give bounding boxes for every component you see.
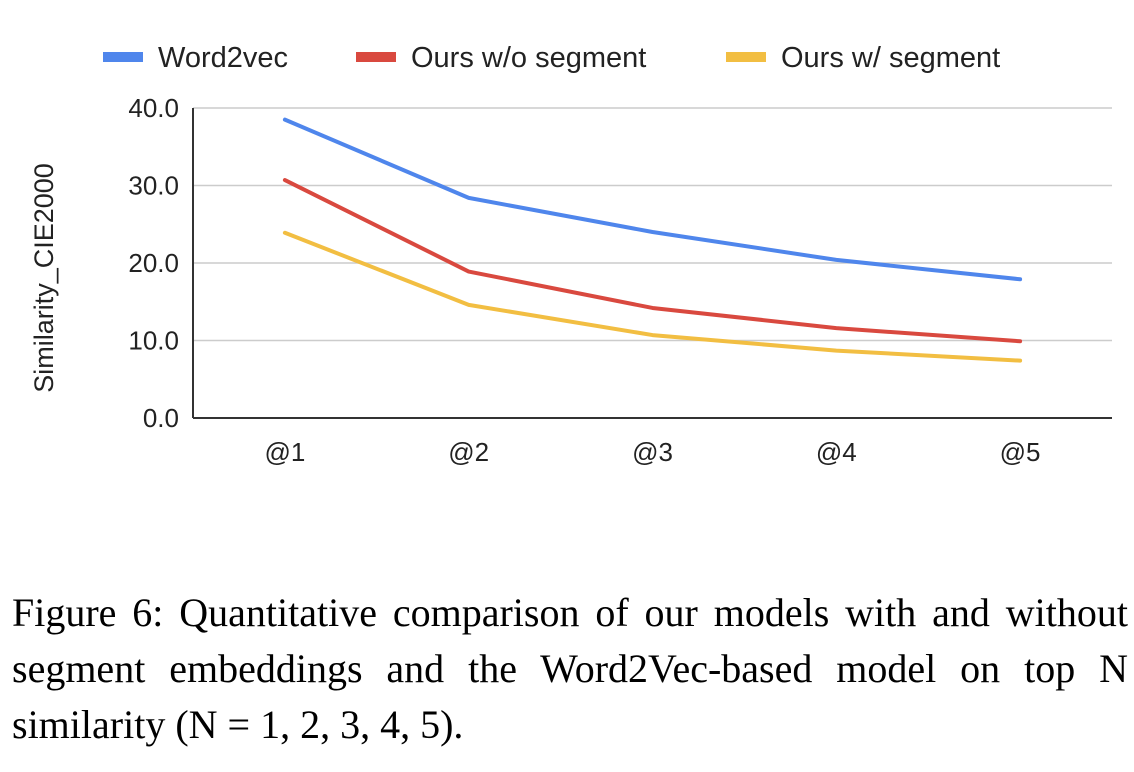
y-tick-label: 40.0 bbox=[128, 93, 179, 123]
gridlines bbox=[193, 107, 1112, 342]
y-tick-label: 0.0 bbox=[143, 403, 179, 433]
legend-swatch bbox=[356, 52, 396, 62]
legend: Word2vec Ours w/o segment Ours w/ segment bbox=[103, 42, 1000, 74]
y-tick-label: 20.0 bbox=[128, 248, 179, 278]
x-tick-label: @3 bbox=[632, 437, 673, 467]
legend-swatch bbox=[103, 52, 143, 62]
series-line-1 bbox=[282, 117, 1023, 282]
axes: 0.0 10.0 20.0 30.0 40.0 @1 @2 @3 @4 @5 bbox=[128, 93, 1112, 467]
x-tick-label: @4 bbox=[816, 437, 857, 467]
legend-label: Ours w/o segment bbox=[411, 42, 646, 74]
series-line-2 bbox=[282, 178, 1023, 344]
legend-swatch bbox=[726, 52, 766, 62]
y-axis-label: Similarity_CIE2000 bbox=[29, 163, 59, 393]
series-lines bbox=[282, 117, 1023, 363]
y-tick-label: 10.0 bbox=[128, 326, 179, 356]
x-tick-label: @5 bbox=[1000, 437, 1041, 467]
x-tick-label: @1 bbox=[264, 437, 305, 467]
series-line-3 bbox=[282, 230, 1023, 363]
legend-label: Word2vec bbox=[158, 42, 288, 74]
legend-label: Ours w/ segment bbox=[781, 42, 1000, 74]
figure-caption: Figure 6: Quantitative comparison of our… bbox=[12, 590, 1128, 747]
line-chart: 0.0 10.0 20.0 30.0 40.0 @1 @2 @3 @4 @5 Word2vec Ou… bbox=[29, 42, 1112, 467]
x-tick-label: @2 bbox=[448, 437, 489, 467]
y-tick-label: 30.0 bbox=[128, 171, 179, 201]
